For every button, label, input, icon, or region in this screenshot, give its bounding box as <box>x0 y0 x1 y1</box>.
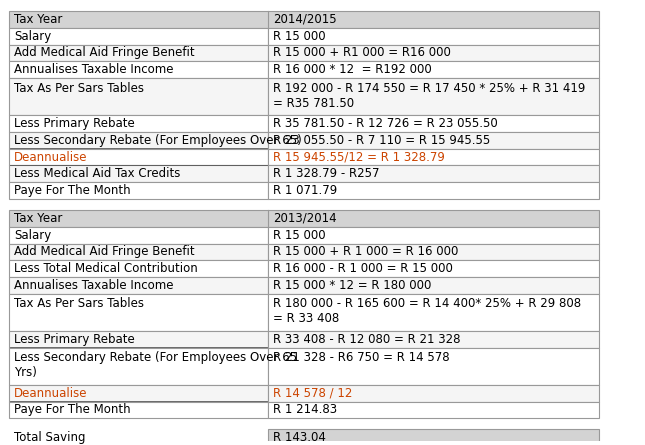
Text: Tax Year: Tax Year <box>14 13 63 26</box>
Text: Salary: Salary <box>14 30 51 43</box>
Bar <box>268 132 599 149</box>
Bar <box>268 277 599 294</box>
Text: Tax As Per Sars Tables: Tax As Per Sars Tables <box>14 297 144 311</box>
Text: Less Medical Aid Tax Credits: Less Medical Aid Tax Credits <box>14 167 181 180</box>
Bar <box>268 385 599 401</box>
Bar <box>268 166 599 182</box>
Text: R 1 071.79: R 1 071.79 <box>273 184 337 197</box>
Bar <box>9 182 268 199</box>
Bar <box>9 11 599 28</box>
Text: R 1 328.79 - R257: R 1 328.79 - R257 <box>273 167 380 180</box>
Bar <box>268 243 599 260</box>
Text: R 21 328 - R6 750 = R 14 578: R 21 328 - R6 750 = R 14 578 <box>273 351 450 364</box>
Text: Less Total Medical Contribution: Less Total Medical Contribution <box>14 262 198 275</box>
Bar <box>268 44 599 61</box>
Text: R 16 000 * 12  = R192 000: R 16 000 * 12 = R192 000 <box>273 63 432 76</box>
Bar <box>268 348 599 385</box>
Text: Add Medical Aid Fringe Benefit: Add Medical Aid Fringe Benefit <box>14 46 195 60</box>
Bar <box>9 348 268 385</box>
Text: Total Saving: Total Saving <box>14 431 86 444</box>
Text: Tax Year: Tax Year <box>14 212 63 225</box>
Text: Annualises Taxable Income: Annualises Taxable Income <box>14 279 174 292</box>
Bar <box>9 260 268 277</box>
Text: R 14 578 / 12: R 14 578 / 12 <box>273 387 353 400</box>
Text: Deannualise: Deannualise <box>14 150 88 164</box>
Text: R 15 000 + R1 000 = R16 000: R 15 000 + R1 000 = R16 000 <box>273 46 452 60</box>
Bar <box>268 260 599 277</box>
Text: R 15 000: R 15 000 <box>273 30 326 43</box>
Bar <box>9 277 268 294</box>
Bar <box>9 294 268 331</box>
Bar <box>268 331 599 348</box>
Text: Tax As Per Sars Tables: Tax As Per Sars Tables <box>14 81 144 95</box>
Text: Less Primary Rebate: Less Primary Rebate <box>14 117 135 130</box>
Text: R 143.04: R 143.04 <box>273 431 326 444</box>
Bar <box>9 28 268 44</box>
Bar <box>268 429 599 445</box>
Text: R 192 000 - R 174 550 = R 17 450 * 25% + R 31 419
= R35 781.50: R 192 000 - R 174 550 = R 17 450 * 25% +… <box>273 81 586 109</box>
Text: R 1 214.83: R 1 214.83 <box>273 404 337 417</box>
Bar <box>9 115 268 132</box>
Text: Paye For The Month: Paye For The Month <box>14 404 130 417</box>
Bar <box>9 166 268 182</box>
Text: Less Secondary Rebate (For Employees Over 65): Less Secondary Rebate (For Employees Ove… <box>14 134 302 147</box>
Text: R 180 000 - R 165 600 = R 14 400* 25% + R 29 808
= R 33 408: R 180 000 - R 165 600 = R 14 400* 25% + … <box>273 297 581 325</box>
Bar <box>9 149 268 166</box>
Text: Paye For The Month: Paye For The Month <box>14 184 130 197</box>
Text: Salary: Salary <box>14 229 51 242</box>
Bar <box>268 294 599 331</box>
Bar <box>9 44 268 61</box>
Text: R 35 781.50 - R 12 726 = R 23 055.50: R 35 781.50 - R 12 726 = R 23 055.50 <box>273 117 498 130</box>
Text: R 16 000 - R 1 000 = R 15 000: R 16 000 - R 1 000 = R 15 000 <box>273 262 453 275</box>
Bar <box>9 210 599 227</box>
Text: Annualises Taxable Income: Annualises Taxable Income <box>14 63 174 76</box>
Bar <box>268 115 599 132</box>
Text: Add Medical Aid Fringe Benefit: Add Medical Aid Fringe Benefit <box>14 246 195 259</box>
Text: R 23 055.50 - R 7 110 = R 15 945.55: R 23 055.50 - R 7 110 = R 15 945.55 <box>273 134 491 147</box>
Text: 2013/2014: 2013/2014 <box>273 212 337 225</box>
Bar <box>9 78 268 115</box>
Text: R 15 945.55/12 = R 1 328.79: R 15 945.55/12 = R 1 328.79 <box>273 150 445 164</box>
Text: R 15 000 + R 1 000 = R 16 000: R 15 000 + R 1 000 = R 16 000 <box>273 246 459 259</box>
Bar <box>9 331 268 348</box>
Text: Less Secondary Rebate (For Employees Over 65
Yrs): Less Secondary Rebate (For Employees Ove… <box>14 351 297 379</box>
Bar <box>9 401 268 418</box>
Text: Deannualise: Deannualise <box>14 387 88 400</box>
Bar <box>9 385 268 401</box>
Bar <box>268 149 599 166</box>
Bar <box>268 182 599 199</box>
Text: R 33 408 - R 12 080 = R 21 328: R 33 408 - R 12 080 = R 21 328 <box>273 333 461 346</box>
Bar <box>268 28 599 44</box>
Bar <box>9 227 268 243</box>
Bar <box>9 429 268 445</box>
Bar <box>268 227 599 243</box>
Text: R 15 000: R 15 000 <box>273 229 326 242</box>
Text: R 15 000 * 12 = R 180 000: R 15 000 * 12 = R 180 000 <box>273 279 432 292</box>
Bar <box>9 132 268 149</box>
Bar <box>268 61 599 78</box>
Text: Less Primary Rebate: Less Primary Rebate <box>14 333 135 346</box>
Text: 2014/2015: 2014/2015 <box>273 13 337 26</box>
Bar <box>268 78 599 115</box>
Bar <box>268 401 599 418</box>
Bar <box>9 61 268 78</box>
Bar <box>9 243 268 260</box>
